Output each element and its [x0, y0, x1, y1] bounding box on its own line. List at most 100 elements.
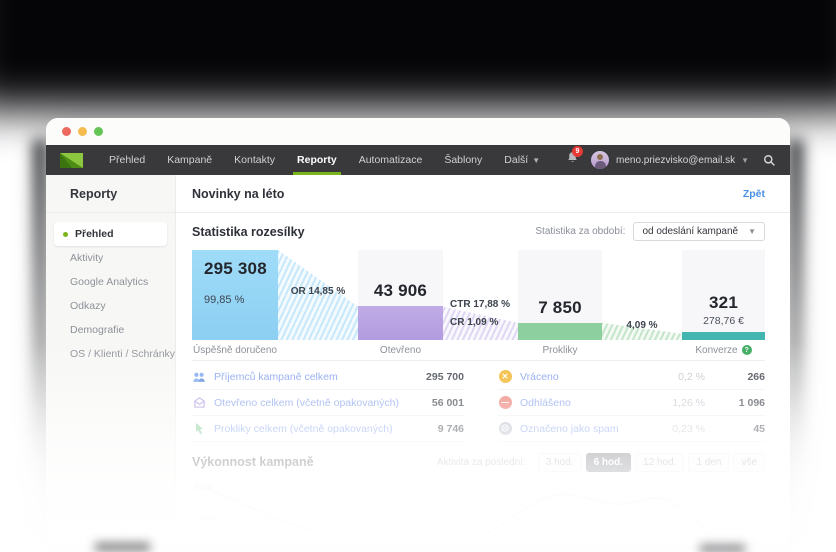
back-link[interactable]: Zpět [742, 187, 765, 200]
notifications-button[interactable]: 9 [566, 146, 583, 169]
filter-6h-button[interactable]: 6 hod. [585, 452, 632, 472]
filter-3h-button[interactable]: 3 hod. [537, 452, 582, 472]
performance-line [205, 487, 773, 545]
stat-value: 56 001 [431, 396, 464, 409]
navbar-right: 9 meno.priezvisko@email.sk ▼ [566, 146, 776, 169]
stat-link[interactable]: Otevřeno celkem (včetně opakovaných) [214, 396, 400, 409]
table-row: Prokliky celkem (včetně opakovaných) 9 7… [192, 416, 464, 442]
close-window-button[interactable] [62, 127, 71, 136]
clicks-bar[interactable] [518, 323, 602, 340]
ctr-label: CTR 17,88 % [450, 299, 511, 310]
funnel-col-clicks: 7 850 [518, 250, 602, 340]
stat-link[interactable]: Prokliky celkem (včetně opakovaných) [214, 422, 393, 435]
activity-filter-label: Aktivita za poslední: [436, 456, 526, 468]
nav-tab-automatizace[interactable]: Automatizace [358, 154, 423, 166]
stat-link[interactable]: Vráceno [520, 370, 559, 383]
open-envelope-icon [192, 396, 206, 410]
chevron-down-icon: ▼ [532, 155, 541, 165]
funnel-labels-row: Úspěšně doručeno Otevřeno Prokliky Konve… [192, 340, 765, 361]
minimize-window-button[interactable] [78, 127, 87, 136]
filter-12h-button[interactable]: 12 hod. [635, 452, 685, 472]
reports-sidebar: Reporty Přehled Aktivity Google Analytic… [46, 175, 176, 545]
conversions-label: Konverze? [682, 345, 765, 356]
stat-percent: 1,26 % [672, 396, 705, 409]
funnel-chart: 295 308 99,85 % OR 14,85 % 43 906 CTR 17… [176, 250, 790, 361]
chevron-down-icon: ▼ [748, 227, 756, 236]
browser-titlebar [46, 118, 790, 145]
stat-value: 266 [747, 370, 765, 383]
sidebar-item-aktivity[interactable]: Aktivity [70, 252, 104, 264]
delivered-pct: 99,85 % [204, 294, 245, 306]
sidebar-item-label: Přehled [75, 228, 114, 240]
filter-all-button[interactable]: vše [733, 452, 765, 472]
shadow-artifact [95, 543, 150, 551]
period-controls: Statistika za období: od odeslání kampan… [535, 222, 765, 241]
user-avatar[interactable] [591, 151, 609, 169]
performance-line-chart: 1500 1000 [192, 480, 773, 545]
stats-section-title: Statistika rozesílky [192, 224, 305, 239]
top-navbar: Přehled Kampaně Kontakty Reporty Automat… [46, 145, 790, 175]
sidebar-item-demografie[interactable]: Demografie [70, 324, 125, 336]
sidebar-title: Reporty [46, 175, 175, 213]
app-logo-icon[interactable] [60, 152, 83, 168]
main-area: Reporty Přehled Aktivity Google Analytic… [46, 175, 790, 545]
sidebar-item-prehled[interactable]: Přehled [54, 222, 167, 246]
table-row: ✕ Vráceno 0,2 % 266 [498, 364, 765, 390]
sidebar-item-os-klienti-schranky[interactable]: OS / Klienti / Schránky [70, 348, 176, 360]
period-select-value: od odeslání kampaně [642, 226, 739, 237]
funnel-transition-ctr: CTR 17,88 % CR 1,09 % [443, 250, 518, 340]
table-row: Příjemců kampaně celkem 295 700 [192, 364, 464, 390]
content-area: Novinky na léto Zpět Statistika rozesílk… [176, 175, 790, 545]
summary-right-column: ✕ Vráceno 0,2 % 266 — Odhlášeno 1,26 % 1… [498, 364, 765, 442]
campaign-header: Novinky na léto Zpět [176, 175, 790, 213]
help-icon[interactable]: ? [741, 345, 752, 355]
clicks-label: Prokliky [542, 344, 578, 356]
people-group-icon [192, 370, 206, 384]
stat-percent: 0,2 % [678, 370, 705, 383]
stat-percent: 0,23 % [672, 422, 705, 435]
search-icon[interactable] [763, 154, 776, 167]
nav-tab-kampane[interactable]: Kampaně [167, 154, 213, 166]
stat-link[interactable]: Příjemců kampaně celkem [214, 370, 338, 383]
nav-tab-sablony[interactable]: Šablony [444, 154, 483, 166]
stat-link[interactable]: Odhlášeno [520, 396, 571, 409]
sidebar-item-google-analytics[interactable]: Google Analytics [70, 276, 149, 288]
campaign-title: Novinky na léto [192, 186, 285, 201]
conversion-rate-label: 4,09 % [626, 320, 658, 331]
activity-filters: Aktivita za poslední: 3 hod. 6 hod. 12 h… [436, 452, 765, 472]
stats-header: Statistika rozesílky Statistika za obdob… [176, 213, 790, 250]
maximize-window-button[interactable] [94, 127, 103, 136]
user-menu-chevron-icon[interactable]: ▼ [741, 155, 749, 165]
period-select[interactable]: od odeslání kampaně ▼ [633, 222, 765, 241]
dark-halo-left [33, 140, 47, 470]
notification-badge: 9 [572, 146, 583, 157]
shadow-artifact [700, 545, 745, 552]
conversions-value: 321 [709, 293, 738, 312]
nav-tab-reporty[interactable]: Reporty [293, 145, 341, 175]
delivered-value: 295 308 [204, 259, 267, 278]
nav-tab-dalsi[interactable]: Další ▼ [504, 154, 541, 166]
conversions-bar[interactable] [682, 332, 765, 340]
opened-label: Otevřeno [379, 344, 422, 356]
nav-tab-kontakty[interactable]: Kontakty [234, 154, 276, 166]
dark-halo-right [789, 140, 803, 470]
app-window: Přehled Kampaně Kontakty Reporty Automat… [46, 118, 790, 545]
cr-label: CR 1,09 % [450, 317, 499, 328]
open-rate-label: OR 14,85 % [290, 286, 346, 297]
table-row: ☹ Označeno jako spam 0,23 % 45 [498, 416, 765, 442]
nav-tab-prehled[interactable]: Přehled [109, 154, 146, 166]
stat-link[interactable]: Označeno jako spam [520, 422, 619, 435]
dark-halo-top [0, 0, 836, 110]
delivered-label: Úspěšně doručeno [193, 344, 277, 356]
opened-value: 43 906 [373, 281, 428, 300]
user-email[interactable]: meno.priezvisko@email.sk [616, 154, 736, 166]
spam-icon: ☹ [498, 422, 512, 436]
sidebar-item-odkazy[interactable]: Odkazy [70, 300, 106, 312]
cursor-click-icon [192, 422, 206, 436]
filter-1day-button[interactable]: 1 den [688, 452, 730, 472]
stat-value: 45 [753, 422, 765, 435]
opened-bar[interactable] [358, 306, 443, 340]
stat-value: 1 096 [738, 396, 765, 409]
funnel-col-delivered: 295 308 99,85 % [192, 250, 278, 340]
funnel-col-conversions: 321 278,76 € [682, 250, 765, 340]
